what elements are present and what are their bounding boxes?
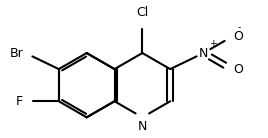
Text: N: N	[199, 47, 208, 59]
Text: +: +	[209, 39, 216, 48]
Text: O: O	[234, 30, 244, 43]
Text: Cl: Cl	[136, 6, 148, 19]
Text: Br: Br	[9, 47, 23, 59]
Text: -: -	[238, 23, 241, 32]
Text: F: F	[16, 95, 23, 108]
Text: O: O	[234, 63, 244, 76]
Text: N: N	[138, 120, 147, 133]
